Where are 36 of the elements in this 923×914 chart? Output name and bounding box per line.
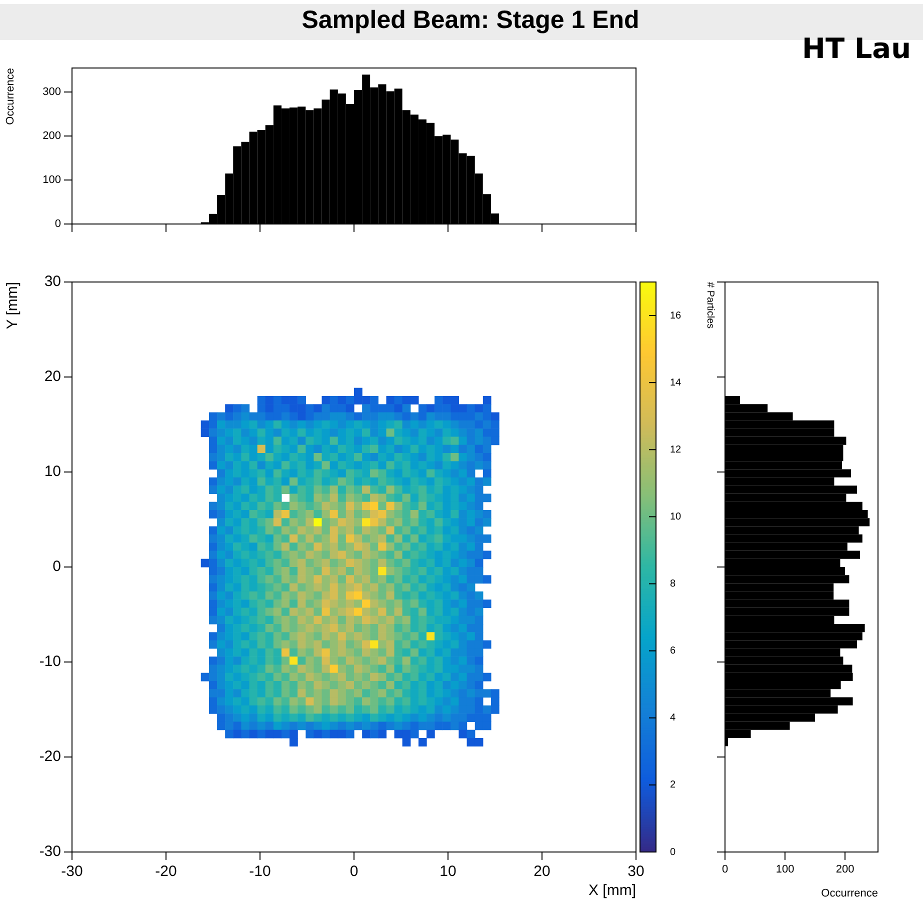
y-tick-label: 20 [44, 368, 61, 386]
y-tick-label: 0 [52, 558, 61, 576]
color-bar-label: 14 [670, 377, 682, 388]
x-tick-label: -20 [155, 863, 177, 880]
x-axis-title: Occurrence [821, 887, 878, 900]
color-bar-label: 6 [670, 646, 676, 657]
color-bar-label: 16 [670, 310, 682, 322]
y-tick-label: 100 [42, 174, 61, 186]
x-tick-label: 20 [534, 863, 550, 880]
color-bar-label: 2 [670, 780, 676, 791]
color-bar-label: 8 [670, 578, 676, 590]
x-tick-label: 100 [776, 864, 794, 876]
text: HT Lau [802, 32, 911, 65]
x-tick-label: 200 [836, 864, 854, 876]
y-tick-label: 300 [42, 86, 61, 98]
x-tick-label: 0 [722, 864, 728, 876]
x-tick-label: -10 [249, 863, 271, 880]
y-tick-label: 200 [42, 130, 61, 142]
y-tick-label: 30 [44, 273, 61, 290]
color-bar-label: 12 [670, 444, 682, 456]
color-bar-title: # Particles [704, 282, 716, 329]
y-tick-label: 0 [54, 218, 61, 230]
x-tick-label: 10 [440, 863, 456, 880]
x-tick-label: 30 [628, 863, 644, 880]
color-bar-label: 4 [670, 712, 676, 724]
y-tick-label: -20 [39, 748, 61, 766]
x-tick-label: 0 [350, 863, 358, 880]
y-axis-title: Y [mm] [4, 282, 22, 330]
y-tick-label: -10 [39, 653, 61, 670]
y-tick-label: -30 [39, 843, 61, 860]
y-tick-label: 10 [44, 463, 61, 480]
color-bar-label: 0 [670, 846, 676, 858]
chart-title: Sampled Beam: Stage 1 End [302, 6, 640, 34]
color-bar-label: 10 [670, 511, 682, 522]
x-axis-title: X [mm] [588, 882, 636, 900]
y-axis-title: Occurrence [4, 68, 17, 125]
